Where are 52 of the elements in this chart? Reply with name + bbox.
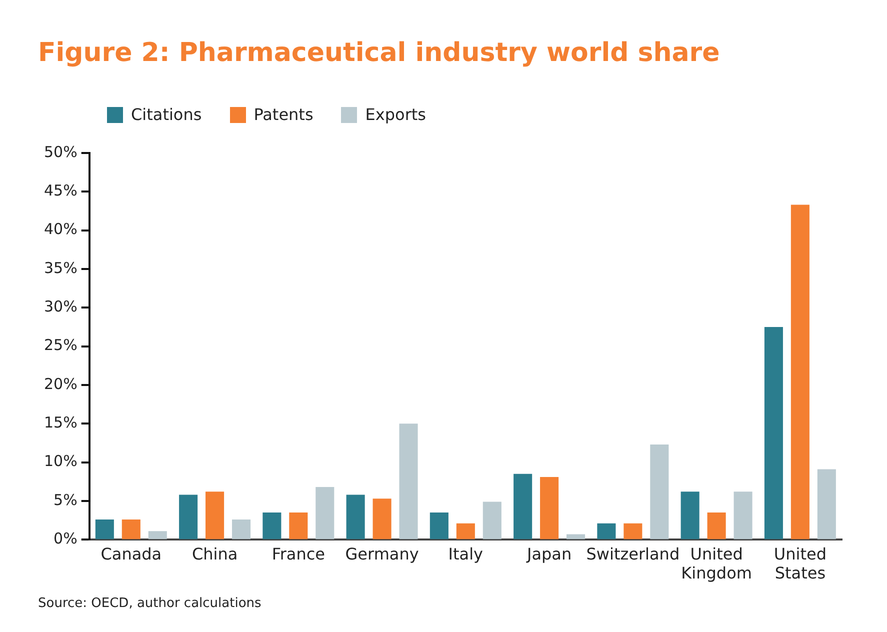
bar (289, 512, 308, 540)
bar (399, 424, 418, 540)
legend-label: Citations (131, 105, 202, 124)
y-tick-label: 50% (44, 142, 78, 161)
x-tick-label: United Kingdom (681, 544, 752, 583)
bar (232, 519, 251, 540)
bar (764, 326, 783, 540)
x-tick-label: Japan (526, 544, 572, 564)
x-tick-label: China (192, 544, 238, 564)
bar (540, 476, 559, 540)
x-tick-label: France (272, 544, 326, 564)
legend-label: Exports (365, 105, 426, 124)
y-tick-label: 40% (44, 220, 78, 238)
y-tick-label: 0% (54, 529, 78, 548)
y-tick-label: 20% (44, 374, 78, 393)
bar (430, 512, 448, 540)
bar (624, 523, 642, 540)
bar (482, 502, 502, 540)
chart-title: Figure 2: Pharmaceutical industry world share (38, 38, 720, 68)
x-tick-label: Canada (100, 544, 162, 564)
x-tick-label: Germany (345, 544, 419, 564)
x-tick-label: United States (774, 544, 826, 583)
source-note: Source: OECD, author calculations (38, 596, 262, 611)
y-tick-label: 10% (44, 452, 78, 470)
bar (514, 474, 532, 540)
y-tick-label: 15% (44, 414, 78, 432)
bar (262, 512, 282, 540)
bar (790, 204, 810, 540)
bar (316, 487, 334, 540)
bar (734, 492, 752, 540)
bar (148, 531, 167, 540)
y-tick-label: 35% (44, 258, 78, 277)
bar (372, 498, 392, 540)
bar (597, 523, 616, 540)
y-tick-label: 25% (44, 336, 78, 354)
bar (122, 519, 140, 540)
bar (346, 494, 365, 540)
x-tick-label: Switzerland (586, 544, 680, 564)
x-tick-label: Italy (448, 544, 484, 564)
bar (179, 494, 198, 540)
y-tick-label: 5% (54, 490, 78, 509)
bar (95, 519, 114, 540)
y-tick-label: 45% (44, 182, 78, 200)
bar (680, 492, 700, 540)
bar (206, 492, 224, 540)
bar (456, 523, 475, 540)
bar (566, 534, 586, 540)
legend-label: Patents (254, 105, 314, 124)
bar (817, 469, 836, 540)
bar (707, 512, 726, 540)
y-tick-label: 30% (44, 298, 78, 316)
bar (650, 444, 669, 540)
